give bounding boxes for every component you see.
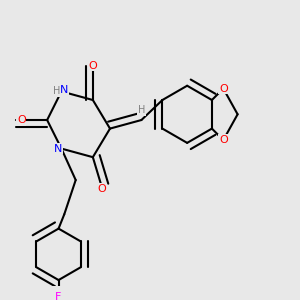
Text: O: O [17,115,26,125]
Text: N: N [60,85,68,95]
Text: H: H [53,86,61,96]
Text: O: O [219,135,228,145]
Text: O: O [88,61,97,71]
Text: H: H [138,105,145,115]
Text: O: O [97,184,106,194]
Text: O: O [219,84,228,94]
Text: F: F [56,292,62,300]
Text: N: N [54,144,63,154]
